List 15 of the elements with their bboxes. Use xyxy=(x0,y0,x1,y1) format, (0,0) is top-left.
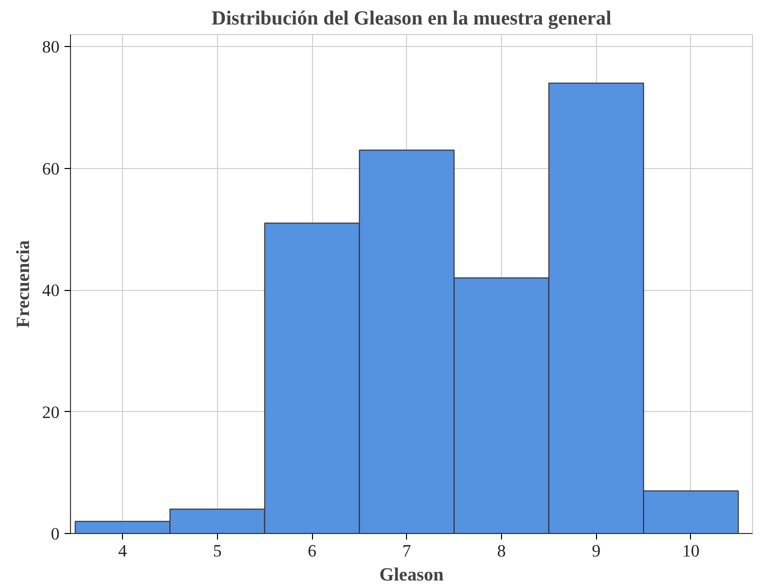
x-axis-title: Gleason xyxy=(379,564,444,586)
x-tick-label: 7 xyxy=(402,542,412,560)
y-tick-label: 0 xyxy=(50,524,60,544)
y-tick-label: 80 xyxy=(42,38,60,57)
chart-title: Distribución del Gleason en la muestra general xyxy=(212,8,612,30)
x-tick-label: 5 xyxy=(212,542,222,560)
x-tick-label: 4 xyxy=(118,542,128,560)
x-tick-label: 8 xyxy=(497,542,506,560)
y-axis-title: Frecuencia xyxy=(13,239,34,328)
y-tick-label: 60 xyxy=(42,159,60,178)
y-tick-label: 40 xyxy=(42,281,60,300)
x-tick-label: 6 xyxy=(308,542,317,560)
x-tick-label: 9 xyxy=(592,542,601,560)
y-tick-label: 20 xyxy=(42,402,60,422)
x-tick-label: 10 xyxy=(682,542,700,560)
